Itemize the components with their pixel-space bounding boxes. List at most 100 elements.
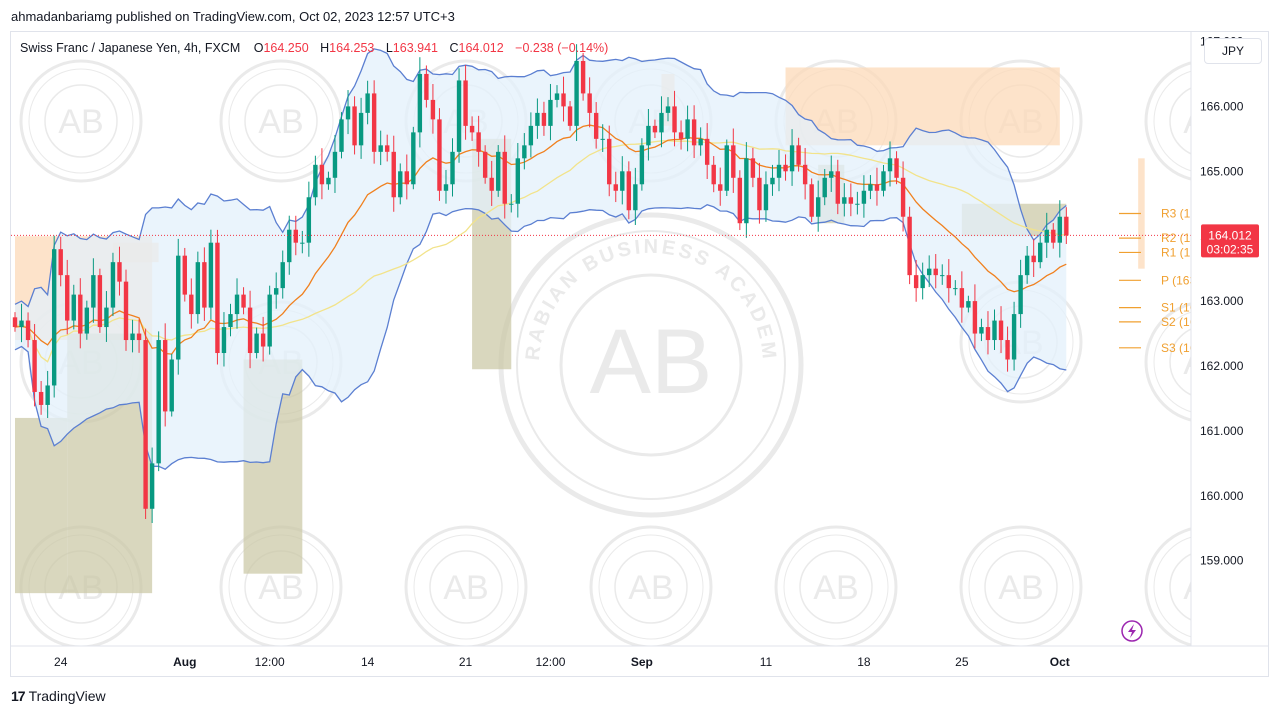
candle-body: [430, 99, 436, 120]
price-tick: 165.000: [1200, 164, 1244, 178]
candle: [887, 141, 893, 187]
candle-body: [639, 145, 645, 185]
candle: [979, 318, 984, 342]
candle-body: [32, 340, 37, 392]
candle: [51, 235, 57, 398]
candle-body: [718, 184, 723, 191]
candle-body: [71, 294, 76, 321]
chart-area[interactable]: ABABABABABABABABABABABABABABABABABABARAB…: [10, 31, 1269, 677]
candle-body: [91, 275, 96, 308]
candle-body: [280, 262, 285, 289]
candle-body: [815, 197, 821, 217]
candle: [770, 164, 775, 196]
candle: [835, 159, 840, 215]
price-tick: 166.000: [1200, 99, 1244, 113]
candle: [992, 309, 997, 351]
candle-body: [482, 151, 488, 178]
candle-body: [456, 80, 462, 152]
candle-body: [443, 184, 449, 191]
lightning-icon[interactable]: [1121, 620, 1143, 642]
candle-body: [156, 340, 161, 464]
candle: [1051, 223, 1056, 249]
candle-body: [208, 242, 214, 308]
candle-body: [476, 132, 481, 152]
watermark-badge: AB: [404, 525, 528, 649]
candle-body: [946, 275, 951, 289]
candle: [907, 206, 912, 285]
watermark-main-text: AB: [590, 311, 713, 413]
candle: [842, 183, 847, 217]
watermark-text: AB: [813, 569, 858, 607]
candle: [829, 155, 834, 192]
candle: [1024, 245, 1030, 284]
candle: [496, 145, 501, 197]
candle: [757, 162, 762, 224]
candle: [136, 319, 142, 353]
close-value: 164.012: [458, 41, 504, 55]
candle-body: [437, 119, 442, 191]
candle: [221, 312, 227, 367]
low-label: L: [385, 41, 393, 55]
candle-body: [502, 151, 507, 204]
bollinger-layer: [14, 48, 1067, 470]
candle-body: [953, 288, 958, 290]
candle: [469, 116, 475, 141]
candle: [574, 44, 579, 141]
candle-body: [633, 184, 638, 211]
candle-body: [365, 93, 370, 113]
candle: [1038, 235, 1043, 269]
candle: [398, 163, 403, 205]
candle: [763, 171, 769, 222]
brand-name: TradingView: [28, 688, 106, 704]
candle: [639, 138, 645, 191]
candle-body: [829, 171, 834, 178]
candle-body: [979, 327, 984, 334]
candle: [848, 183, 854, 217]
candle-body: [593, 112, 599, 139]
candle: [319, 148, 325, 200]
candle-body: [332, 151, 338, 178]
candle-body: [731, 145, 736, 178]
candle-body: [1044, 229, 1049, 243]
candle: [535, 98, 540, 139]
candle-body: [842, 197, 847, 204]
time-tick: Aug: [173, 655, 196, 669]
candle: [326, 171, 331, 190]
time-tick: 14: [361, 655, 375, 669]
candle: [554, 85, 560, 108]
price-tick: 159.000: [1200, 554, 1244, 568]
candle-body: [567, 106, 573, 126]
candle: [463, 65, 468, 140]
candle: [1057, 200, 1062, 258]
candle-body: [587, 93, 592, 113]
candle: [411, 126, 416, 190]
change-value: −0.238 (−0.14%): [515, 41, 609, 55]
candle: [391, 135, 396, 212]
tradingview-brand[interactable]: 17 TradingView: [11, 688, 106, 704]
candle-body: [920, 275, 925, 289]
candle: [913, 259, 919, 302]
candle: [515, 143, 521, 218]
candle-body: [548, 99, 553, 126]
candle-body: [580, 60, 586, 94]
watermark-badge: AB: [589, 525, 713, 649]
candle-body: [802, 164, 808, 185]
candle-body: [97, 275, 103, 328]
chart-svg[interactable]: ABABABABABABABABABABABABABABABABABABARAB…: [11, 32, 1268, 676]
candle-body: [176, 255, 181, 360]
candle-body: [130, 333, 135, 341]
currency-button[interactable]: JPY: [1204, 38, 1262, 64]
candle-body: [104, 307, 109, 328]
candle: [443, 169, 449, 204]
candle-body: [959, 288, 965, 308]
candle-body: [215, 242, 220, 354]
time-tick: 24: [54, 655, 68, 669]
candle-body: [1051, 229, 1056, 243]
candle-body: [789, 145, 795, 172]
candle: [65, 259, 70, 335]
candle-body: [19, 320, 24, 328]
candle-body: [933, 268, 938, 276]
candle: [704, 123, 710, 179]
candle-body: [65, 275, 70, 321]
candle-body: [515, 158, 521, 204]
